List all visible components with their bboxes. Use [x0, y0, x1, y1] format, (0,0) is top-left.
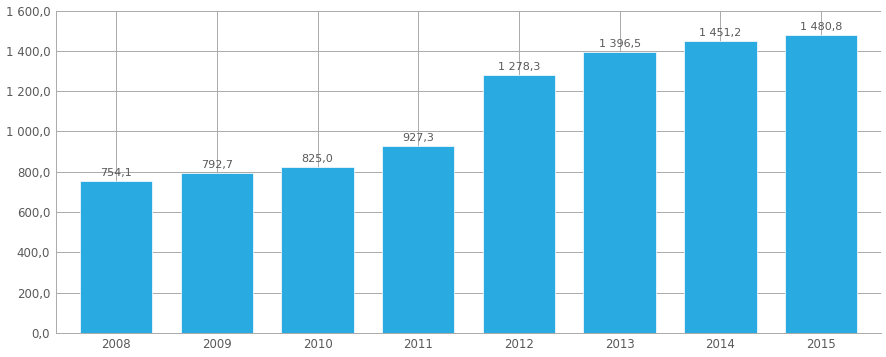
Text: 754,1: 754,1 [100, 168, 132, 178]
Text: 1 396,5: 1 396,5 [598, 39, 640, 49]
Bar [482, 75, 555, 333]
Text: 927,3: 927,3 [402, 133, 433, 143]
Text: 825,0: 825,0 [301, 154, 333, 164]
Bar [281, 167, 354, 333]
Text: 1 480,8: 1 480,8 [799, 21, 842, 31]
Bar [382, 146, 454, 333]
Bar [683, 41, 756, 333]
Bar [583, 51, 655, 333]
Text: 1 278,3: 1 278,3 [497, 62, 540, 72]
Bar [80, 181, 152, 333]
Text: 792,7: 792,7 [200, 160, 233, 170]
Text: 1 451,2: 1 451,2 [698, 27, 741, 37]
Bar [784, 35, 856, 333]
Bar [181, 173, 253, 333]
